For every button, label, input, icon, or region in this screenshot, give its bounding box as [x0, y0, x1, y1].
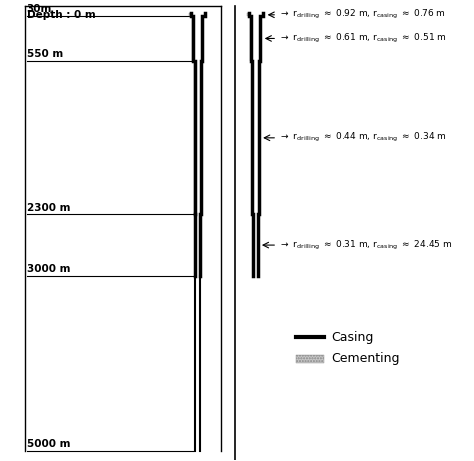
Bar: [296, 355, 324, 363]
Text: $\rightarrow$ r$_{\mathregular{drilling}}$ $\approx$ 0.31 m, r$_{\mathregular{ca: $\rightarrow$ r$_{\mathregular{drilling}…: [279, 238, 453, 252]
Text: Cementing: Cementing: [331, 352, 400, 366]
Bar: [259, 61, 260, 214]
Bar: [259, 61, 260, 214]
Bar: [202, 16, 203, 61]
Bar: [192, 16, 193, 61]
Bar: [193, 61, 194, 214]
Text: 3000 m: 3000 m: [27, 264, 70, 274]
Bar: [205, 13, 206, 16]
Bar: [189, 13, 191, 16]
Bar: [189, 13, 191, 16]
Bar: [247, 13, 248, 16]
Text: 2300 m: 2300 m: [27, 203, 70, 213]
Bar: [205, 13, 206, 16]
Text: 5000 m: 5000 m: [27, 439, 70, 449]
Bar: [192, 16, 193, 61]
Bar: [247, 13, 248, 16]
Bar: [202, 16, 203, 61]
Text: $\rightarrow$ r$_{\mathregular{drilling}}$ $\approx$ 0.61 m, r$_{\mathregular{ca: $\rightarrow$ r$_{\mathregular{drilling}…: [279, 32, 447, 45]
Bar: [252, 61, 253, 214]
Text: 30m: 30m: [27, 4, 52, 14]
Bar: [193, 61, 194, 214]
Bar: [260, 16, 261, 61]
Bar: [250, 16, 251, 61]
Text: $\rightarrow$ r$_{\mathregular{drilling}}$ $\approx$ 0.44 m, r$_{\mathregular{ca: $\rightarrow$ r$_{\mathregular{drilling}…: [279, 131, 447, 144]
Bar: [201, 61, 202, 214]
Bar: [250, 16, 251, 61]
Bar: [201, 61, 202, 214]
Bar: [263, 13, 264, 16]
Text: Casing: Casing: [331, 331, 374, 343]
Bar: [263, 13, 264, 16]
Bar: [200, 214, 201, 276]
Text: $\rightarrow$ r$_{\mathregular{drilling}}$ $\approx$ 0.92 m, r$_{\mathregular{ca: $\rightarrow$ r$_{\mathregular{drilling}…: [279, 8, 446, 21]
Text: 550 m: 550 m: [27, 49, 63, 59]
Bar: [260, 16, 261, 61]
Bar: [200, 214, 201, 276]
Text: Depth : 0 m: Depth : 0 m: [27, 11, 95, 20]
Bar: [252, 61, 253, 214]
